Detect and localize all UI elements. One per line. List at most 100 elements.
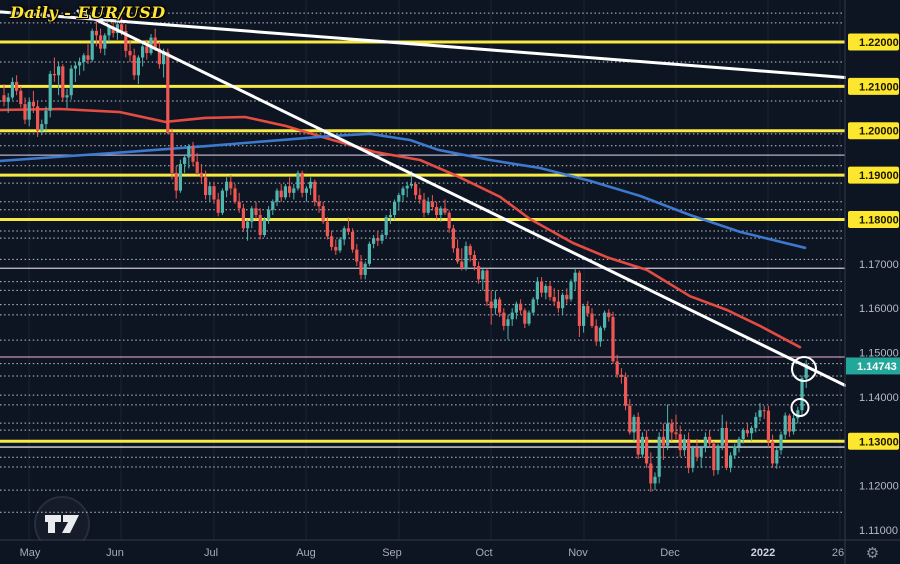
candle-body — [44, 110, 48, 125]
price-tick-label: 1.11000 — [859, 525, 898, 537]
retest-circle[interactable] — [790, 398, 810, 418]
breakout-circle[interactable] — [791, 355, 817, 382]
candle-body — [141, 46, 145, 58]
candle-body — [632, 416, 636, 433]
candle-body — [498, 299, 502, 313]
candle-body — [351, 231, 355, 250]
price-badge-yellow — [848, 33, 899, 51]
tradingview-logo[interactable] — [34, 496, 90, 552]
candle-body — [283, 186, 287, 198]
candle-body — [309, 181, 313, 189]
candle-body — [758, 410, 762, 417]
candle-body — [212, 186, 216, 200]
candle-body — [796, 410, 800, 419]
candle-body — [771, 441, 775, 464]
candle-body — [493, 299, 497, 309]
time-axis-settings-button[interactable]: ⚙ — [845, 541, 900, 564]
time-tick-label-nov: Nov — [568, 547, 588, 559]
candlesticks — [2, 12, 808, 492]
candle-body — [640, 436, 644, 455]
candle-body — [741, 430, 745, 440]
candle-body — [502, 312, 506, 326]
candle-body — [162, 50, 166, 65]
candle-body — [750, 427, 754, 434]
candle-body — [577, 272, 581, 326]
candle-body — [157, 48, 161, 65]
time-axis-panel[interactable] — [0, 541, 900, 564]
candle-body — [729, 455, 733, 468]
candle-body — [52, 73, 56, 76]
candle-body — [69, 68, 73, 96]
candle-body — [170, 132, 174, 173]
candle-body — [334, 246, 338, 251]
candle-body — [544, 286, 548, 293]
candle-body — [27, 101, 31, 120]
upper-descending-trendline[interactable] — [0, 10, 847, 79]
candle-body — [178, 164, 182, 191]
candle-body — [267, 209, 271, 220]
candle-body — [103, 35, 107, 49]
candle-body — [342, 228, 346, 240]
candle-body — [481, 270, 485, 280]
candle-body — [565, 294, 569, 300]
time-tick-label-jul: Jul — [204, 547, 218, 559]
price-axis-labels[interactable]: 1.22000 1.21000 1.20000 1.19000 1.18000 1.170… — [846, 33, 900, 538]
candle-body — [762, 410, 766, 412]
candle-body — [31, 101, 35, 107]
candle-body — [65, 95, 69, 98]
candle-body — [94, 30, 98, 36]
candle-body — [288, 186, 292, 193]
candle-body — [682, 439, 686, 451]
candle-body — [384, 217, 388, 235]
candle-body — [720, 427, 724, 446]
time-tick-label-sep: Sep — [382, 547, 402, 559]
time-axis-labels[interactable]: May Jun Jul Aug Sep Oct Nov Dec 2022 26 — [20, 547, 845, 559]
candle-body — [2, 95, 6, 102]
candle-body — [598, 327, 602, 342]
candle-body — [590, 313, 594, 326]
candle-body — [107, 26, 111, 36]
candle-body — [582, 305, 586, 326]
candle-body — [23, 104, 27, 120]
candle-body — [687, 439, 691, 468]
candle-body — [447, 212, 451, 229]
candle-body — [73, 65, 77, 69]
candle-body — [645, 436, 649, 464]
candle-body — [86, 55, 90, 60]
candle-body — [317, 201, 321, 207]
candle-body — [195, 161, 199, 173]
candle-body — [699, 447, 703, 457]
candle-body — [380, 234, 384, 241]
candle-body — [136, 57, 140, 76]
candle-body — [225, 181, 229, 191]
candle-body — [657, 436, 661, 477]
logo-v-glyph — [62, 515, 79, 533]
candle-body — [745, 430, 749, 434]
ma-fast-red-line — [0, 107, 802, 349]
candle-body — [132, 55, 136, 76]
candle-body — [111, 26, 115, 34]
candle-body — [430, 201, 434, 208]
price-tick-label: 1.16000 — [859, 303, 899, 315]
candle-body — [174, 172, 178, 191]
candle-body — [204, 177, 208, 196]
candle-body — [472, 254, 476, 267]
candle-body — [485, 270, 489, 302]
candle-body — [531, 299, 535, 313]
candle-body — [540, 281, 544, 293]
candle-body — [783, 415, 787, 435]
candle-body — [279, 190, 283, 198]
candle-body — [456, 248, 460, 262]
candle-body — [674, 432, 678, 435]
steep-descending-trendline[interactable] — [76, 9, 847, 387]
time-tick-label-dec: Dec — [660, 547, 680, 559]
candle-body — [246, 221, 250, 229]
candle-body — [401, 188, 405, 196]
candle-body — [61, 66, 65, 98]
candle-body — [703, 436, 707, 448]
dotted-support-resistance-levels — [0, 12, 845, 513]
candle-body — [418, 195, 422, 200]
